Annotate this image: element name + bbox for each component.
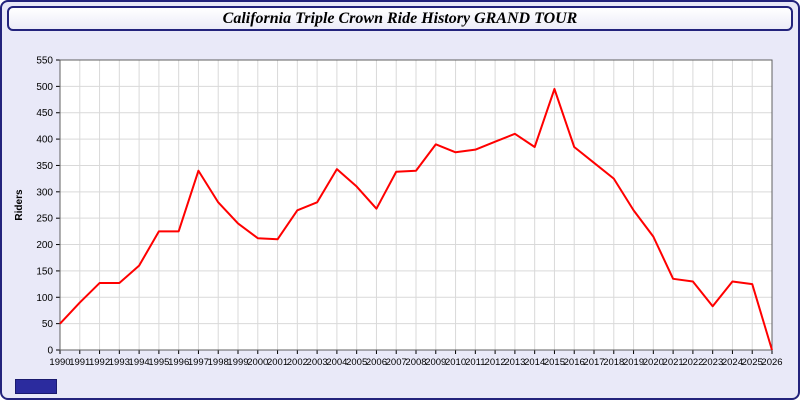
svg-text:150: 150 [36, 266, 53, 277]
svg-text:2004: 2004 [326, 357, 347, 368]
svg-text:1996: 1996 [168, 357, 189, 368]
svg-text:2012: 2012 [485, 357, 506, 368]
svg-text:1992: 1992 [89, 357, 110, 368]
page-title: California Triple Crown Ride History GRA… [222, 9, 578, 27]
svg-text:2025: 2025 [742, 357, 763, 368]
svg-text:2014: 2014 [524, 357, 545, 368]
bottom-left-badge[interactable] [15, 379, 57, 394]
svg-text:2011: 2011 [465, 357, 485, 368]
svg-text:2017: 2017 [583, 357, 604, 368]
svg-text:1997: 1997 [188, 357, 209, 368]
svg-text:1994: 1994 [129, 357, 150, 368]
svg-text:2022: 2022 [682, 357, 703, 368]
svg-text:2019: 2019 [623, 357, 644, 368]
svg-text:2020: 2020 [643, 357, 664, 368]
ride-history-line-chart: 0501001502002503003504004505005501990199… [14, 56, 783, 369]
svg-text:350: 350 [36, 161, 53, 172]
riders-line-series [59, 88, 773, 351]
chart-container: 0 50 100 150 200 250 300 350 400 450 500 550 1990 199… [10, 48, 794, 393]
svg-text:2005: 2005 [346, 357, 367, 368]
svg-text:2010: 2010 [445, 357, 466, 368]
svg-text:2015: 2015 [544, 357, 565, 368]
svg-text:200: 200 [36, 240, 53, 251]
svg-text:450: 450 [36, 108, 53, 119]
x-axis: 1990199119921993199419951996199719981999… [49, 60, 783, 368]
svg-text:250: 250 [36, 214, 53, 225]
svg-text:1995: 1995 [148, 357, 169, 368]
svg-text:2006: 2006 [366, 357, 387, 368]
svg-text:0: 0 [47, 346, 53, 357]
svg-text:2001: 2001 [267, 357, 288, 368]
svg-text:1998: 1998 [208, 357, 229, 368]
svg-text:2000: 2000 [247, 357, 268, 368]
y-axis-label: Riders [14, 189, 25, 221]
svg-text:2016: 2016 [564, 357, 585, 368]
svg-text:1993: 1993 [109, 357, 130, 368]
svg-text:2007: 2007 [386, 357, 407, 368]
svg-text:2018: 2018 [603, 357, 624, 368]
svg-text:50: 50 [42, 319, 54, 330]
svg-text:550: 550 [36, 56, 53, 67]
svg-text:2024: 2024 [722, 357, 743, 368]
svg-text:2008: 2008 [405, 357, 426, 368]
svg-text:300: 300 [36, 187, 53, 198]
svg-text:100: 100 [36, 293, 53, 304]
svg-text:2013: 2013 [504, 357, 525, 368]
svg-text:400: 400 [36, 135, 53, 146]
svg-text:2021: 2021 [663, 357, 684, 368]
svg-text:1990: 1990 [49, 357, 70, 368]
svg-text:2023: 2023 [702, 357, 723, 368]
chart-title-bar: California Triple Crown Ride History GRA… [7, 6, 793, 31]
svg-text:2026: 2026 [761, 357, 782, 368]
plot-border [59, 59, 773, 351]
svg-text:2009: 2009 [425, 357, 446, 368]
svg-text:2002: 2002 [287, 357, 308, 368]
svg-text:2003: 2003 [307, 357, 328, 368]
svg-text:1991: 1991 [69, 357, 90, 368]
svg-text:500: 500 [36, 82, 53, 93]
svg-text:1999: 1999 [227, 357, 248, 368]
